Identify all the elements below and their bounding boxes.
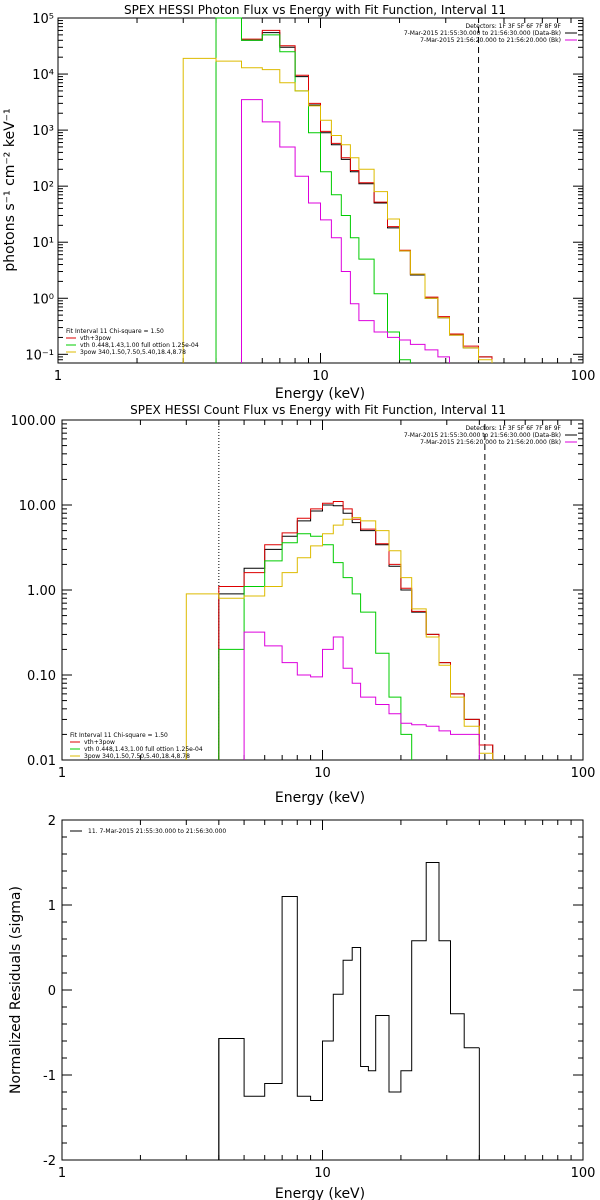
y-tick-label: 10⁴: [32, 68, 54, 83]
legend-top-entry: Detectors: 1F 3F 5F 6F 7F 8F 9F: [465, 23, 561, 30]
y-tick-label: 0.10: [27, 669, 56, 684]
legend-bottom-entry: Fit Interval 11 Chi-square = 1.50: [70, 732, 168, 739]
x-tick-label: 1: [54, 369, 62, 384]
count-flux-xlabel: Energy (keV): [275, 790, 365, 806]
y-tick-label: 10⁰: [32, 292, 54, 307]
x-tick-label: 10: [314, 766, 331, 781]
residuals-ylabel: Normalized Residuals (sigma): [8, 886, 24, 1094]
y-tick-label: 2: [48, 814, 56, 829]
series-step-line: [215, 17, 493, 363]
photon-flux-title: SPEX HESSI Photon Flux vs Energy with Fi…: [124, 3, 506, 17]
legend-top-entry: 7-Mar-2015 21:55:30.000 to 21:56:30.000 …: [404, 432, 561, 439]
residuals-panel: 1 10 100 -2 -1 0 1 2 11. 7-Mar-2015 21:55:30.000…: [8, 814, 595, 1200]
legend-top-entry: Detectors: 1F 3F 5F 6F 7F 8F 9F: [465, 425, 561, 432]
y-tick-label: 100.00: [11, 414, 57, 429]
y-tick-label: -2: [43, 1154, 56, 1169]
series-step-line: [218, 862, 480, 1160]
legend-top-entry: 7-Mar-2015 21:55:30.000 to 21:56:30.000 …: [404, 30, 561, 37]
legend-left-entry: 11. 7-Mar-2015 21:55:30.000 to 21:56:30.…: [88, 828, 226, 835]
y-tick-label: 0.01: [27, 754, 56, 769]
series-step-line: [218, 501, 494, 760]
series-step-line: [182, 57, 493, 363]
legend-top-entry: 7-Mar-2015 21:56:20.000 to 21:56:20.000 …: [420, 439, 561, 446]
legend-bottom-entry: Fit Interval 11 Chi-square = 1.50: [66, 328, 164, 335]
series-step-line: [241, 99, 450, 363]
legend-bottom-entry: 3pow 340,1.50,7.50,5.40,18.4,8.78: [84, 753, 190, 760]
series-step-line: [218, 533, 413, 760]
x-tick-label: 100: [571, 369, 596, 384]
residuals-frame: [61, 819, 584, 1161]
x-tick-label: 100: [571, 766, 596, 781]
series-step-line: [215, 17, 493, 363]
y-tick-label: 1.00: [27, 584, 56, 599]
residuals-xlabel: Energy (keV): [275, 1186, 365, 1200]
legend-bottom-entry: vth+3pow: [80, 335, 111, 342]
photon-flux-frame: [57, 17, 584, 364]
series-step-line: [243, 631, 480, 760]
x-tick-label: 10: [312, 369, 329, 384]
photon-flux-xlabel: Energy (keV): [275, 386, 365, 402]
count-flux-frame: [61, 419, 584, 761]
y-tick-label: 10³: [32, 124, 54, 139]
x-tick-label: 100: [571, 1166, 596, 1181]
y-tick-label: 10⁻¹: [25, 348, 54, 363]
legend-bottom-entry: vth+3pow: [84, 739, 115, 746]
photon-flux-ylabel: photons s⁻¹ cm⁻² keV⁻¹: [2, 108, 18, 271]
legend-top-entry: 7-Mar-2015 21:56:20.000 to 21:56:20.000 …: [420, 37, 561, 44]
legend-bottom-entry: vth 0.448,1.43,1.00 full ottion 1.25e-04: [84, 746, 203, 753]
y-tick-label: 0: [48, 984, 56, 999]
x-tick-label: 1: [58, 766, 66, 781]
y-tick-label: 1: [48, 899, 56, 914]
y-tick-label: 10²: [32, 180, 54, 195]
y-tick-label: 10⁵: [32, 12, 54, 27]
x-tick-label: 10: [314, 1166, 331, 1181]
legend-bottom-entry: 3pow 340,1.50,7.50,5.40,18.4,8.78: [80, 349, 186, 356]
series-step-line: [185, 517, 494, 760]
count-flux-title: SPEX HESSI Count Flux vs Energy with Fit…: [130, 403, 506, 417]
x-tick-label: 1: [58, 1166, 66, 1181]
photon-flux-panel: SPEX HESSI Photon Flux vs Energy with Fi…: [2, 3, 595, 402]
y-tick-label: 10.00: [19, 499, 56, 514]
count-flux-panel: SPEX HESSI Count Flux vs Energy with Fit…: [11, 403, 596, 806]
series-step-line: [215, 17, 411, 363]
legend-bottom-entry: vth 0.448,1.43,1.00 full ottion 1.25e-04: [80, 342, 199, 349]
y-tick-label: 10¹: [32, 236, 54, 251]
y-tick-label: -1: [43, 1069, 56, 1084]
